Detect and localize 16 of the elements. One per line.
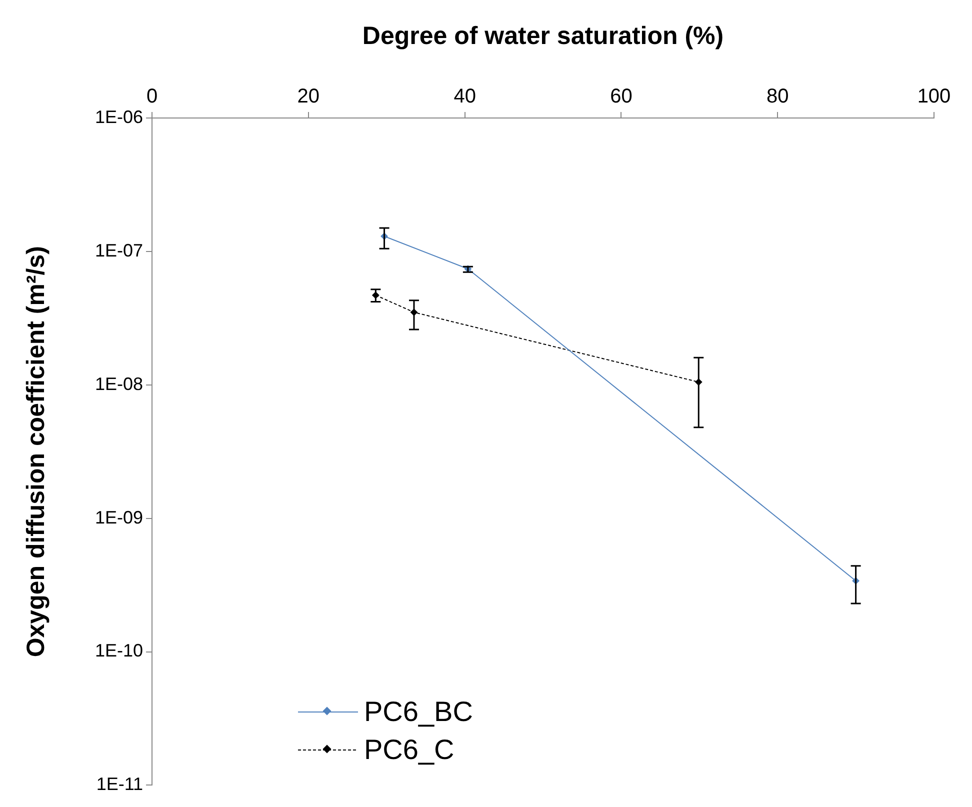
- y-tick-label: 1E-09: [94, 507, 144, 528]
- y-axis-title: Oxygen diffusion coefficient (m²/s): [22, 246, 50, 658]
- legend-label: PC6_C: [364, 733, 454, 767]
- x-tick-label: 20: [297, 86, 320, 108]
- x-axis-title: Degree of water saturation (%): [362, 22, 724, 50]
- x-tick-label: 100: [917, 86, 951, 108]
- y-tick-label: 1E-07: [94, 240, 144, 260]
- x-tick-label: 40: [454, 86, 476, 108]
- y-tick-label: 1E-08: [94, 374, 144, 394]
- y-tick-label: 1E-06: [94, 106, 144, 127]
- x-tick-label: 60: [610, 86, 632, 108]
- y-tick-label: 1E-11: [96, 774, 144, 794]
- legend-label: PC6_BC: [364, 695, 473, 729]
- x-tick-label: 0: [146, 86, 158, 108]
- y-tick-label: 1E-10: [94, 640, 144, 661]
- x-tick-label: 80: [766, 86, 789, 108]
